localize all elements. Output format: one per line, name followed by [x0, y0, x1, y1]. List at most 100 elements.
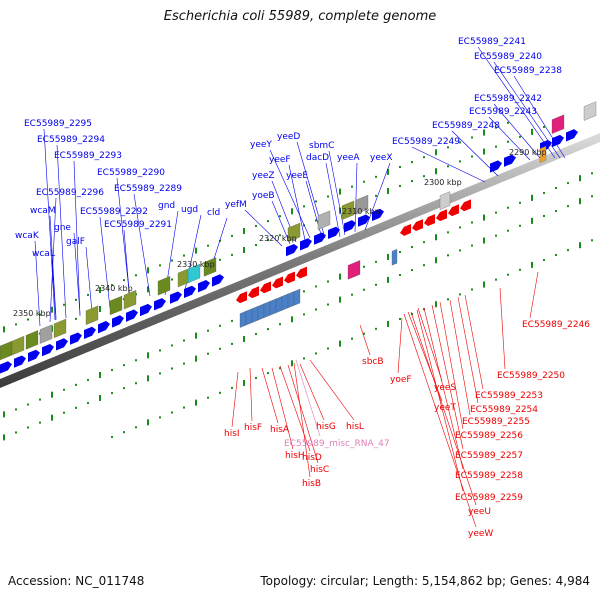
reverse-leader-line — [410, 311, 477, 506]
minor-tick — [375, 327, 377, 330]
minor-tick — [87, 293, 89, 296]
minor-tick — [471, 136, 473, 139]
minor-tick — [399, 251, 401, 253]
forward-leader-line — [116, 177, 131, 301]
minor-tick — [519, 135, 521, 138]
minor-tick — [315, 285, 317, 288]
gene-block — [157, 276, 171, 296]
minor-tick — [519, 224, 521, 227]
major-tick — [531, 261, 533, 268]
major-tick — [531, 217, 533, 224]
gene-block — [25, 330, 39, 350]
forward-gene-label: EC55989_2294 — [37, 135, 105, 145]
forward-leader-line — [488, 116, 531, 161]
forward-leader-line — [73, 232, 81, 315]
minor-tick — [555, 187, 557, 190]
minor-tick — [567, 182, 569, 185]
reverse-gene-arrow — [448, 204, 459, 217]
minor-tick — [231, 234, 233, 237]
forward-gene-label: yeeE — [286, 171, 308, 181]
forward-leader-line — [56, 144, 67, 319]
forward-gene-arrow — [28, 349, 40, 363]
minor-tick — [459, 141, 461, 144]
minor-tick — [15, 431, 17, 434]
forward-gene-arrow — [184, 285, 196, 299]
major-tick — [339, 207, 341, 214]
minor-tick — [219, 347, 221, 350]
minor-tick — [315, 219, 317, 222]
minor-tick — [363, 265, 365, 268]
minor-tick — [327, 195, 329, 198]
major-tick — [243, 335, 245, 342]
ruler-label: 2320 kbp — [259, 234, 297, 243]
major-tick — [195, 332, 197, 339]
major-tick — [483, 148, 485, 155]
major-tick — [579, 198, 581, 205]
reverse-small-block — [439, 191, 451, 210]
reverse-gene-label: hisA — [270, 425, 290, 435]
gene-block — [203, 257, 217, 277]
reverse-gene-arrow — [436, 209, 447, 222]
forward-gene-label: yeeA — [337, 153, 360, 163]
forward-leader-line — [364, 162, 391, 231]
minor-tick — [27, 403, 29, 406]
minor-tick — [447, 231, 449, 234]
forward-leader-line — [34, 240, 41, 327]
forward-leader-line — [354, 162, 358, 233]
minor-tick — [63, 303, 65, 306]
gene-block — [583, 101, 597, 121]
major-tick — [243, 227, 245, 234]
minor-tick — [267, 239, 269, 242]
minor-tick — [459, 226, 461, 229]
minor-tick — [207, 396, 209, 399]
reverse-leader-line — [287, 364, 319, 464]
reverse-leader-line — [464, 294, 484, 390]
major-tick — [387, 253, 389, 260]
major-tick — [339, 188, 341, 195]
major-tick — [147, 286, 149, 293]
reverse-gene-label: hisG — [316, 422, 336, 432]
major-tick — [291, 316, 293, 323]
reverse-gene-arrow — [272, 276, 283, 289]
minor-tick — [303, 290, 305, 293]
major-tick — [339, 296, 341, 303]
forward-gene-label: yeeF — [269, 155, 291, 165]
forward-gene-label: EC55989_2242 — [474, 94, 542, 104]
minor-tick — [183, 254, 185, 257]
major-tick — [387, 187, 389, 194]
forward-gene-label: EC55989_2289 — [114, 184, 182, 194]
minor-tick — [423, 241, 425, 244]
his-operon-block — [263, 301, 271, 318]
minor-tick — [111, 369, 113, 372]
minor-tick — [507, 206, 509, 209]
major-tick — [99, 395, 101, 401]
reverse-gene-label: yeeS — [434, 383, 456, 393]
forward-gene-label: EC55989_2293 — [54, 151, 122, 161]
gene-block — [341, 200, 355, 221]
minor-tick — [135, 359, 137, 362]
minor-tick — [27, 426, 29, 429]
sbcB-block — [347, 260, 361, 280]
forward-gene-label: EC55989_2292 — [80, 207, 148, 217]
minor-tick — [399, 185, 401, 187]
major-tick — [195, 247, 197, 254]
reverse-leader-line — [457, 296, 479, 404]
minor-tick — [543, 125, 545, 128]
minor-tick — [315, 308, 317, 311]
forward-gene-label: yeeY — [250, 140, 272, 150]
reverse-gene-label: yoeF — [390, 375, 412, 385]
minor-tick — [183, 362, 185, 365]
forward-gene-label: EC55989_2243 — [469, 107, 537, 117]
minor-tick — [375, 260, 377, 263]
forward-gene-label: yeeX — [370, 153, 393, 163]
minor-tick — [363, 332, 365, 335]
reverse-gene-arrow — [248, 286, 259, 299]
reverse-leader-line — [261, 367, 279, 424]
gene-block — [551, 114, 565, 134]
ruler-label: 2350 kbp — [13, 309, 51, 318]
genome-summary-text: Topology: circular; Length: 5,154,862 bp… — [260, 574, 590, 588]
minor-tick — [567, 249, 569, 252]
reverse-gene-arrow — [296, 266, 307, 279]
forward-gene-arrow — [314, 232, 326, 245]
